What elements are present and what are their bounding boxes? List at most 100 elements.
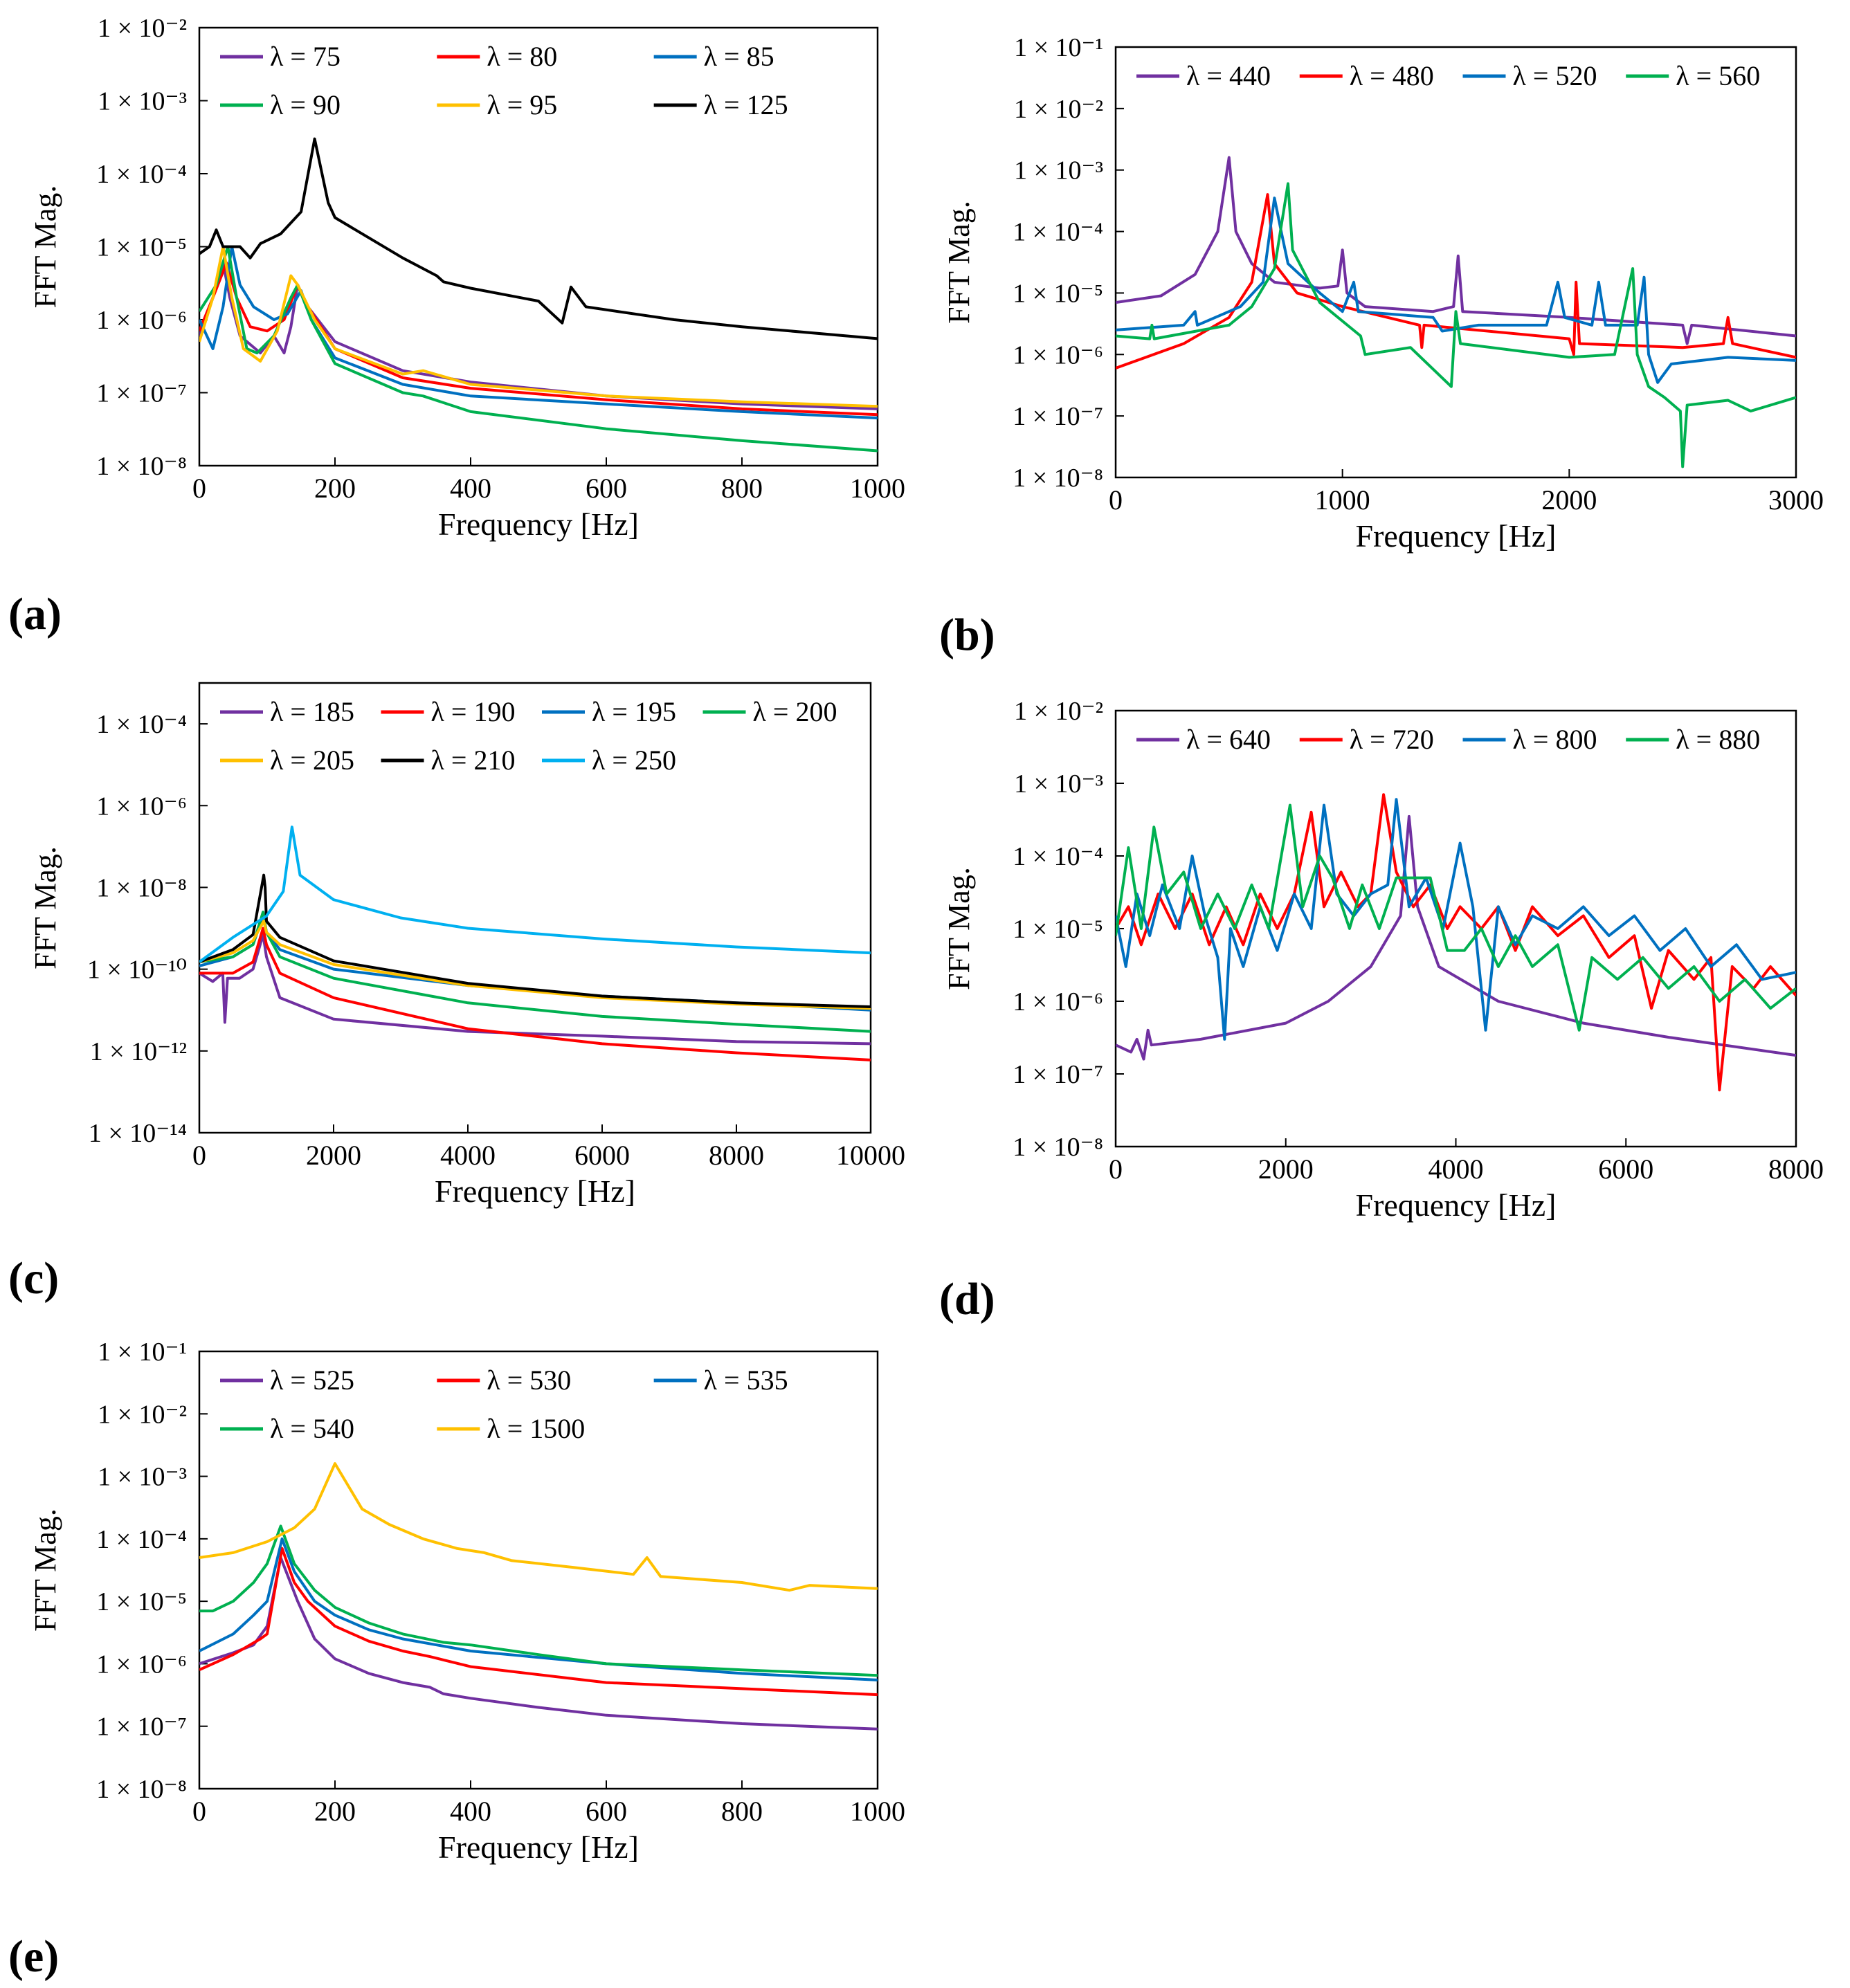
legend-label: λ = 95 (487, 89, 557, 120)
x-tick-label: 0 (192, 1140, 206, 1171)
legend-label: λ = 210 (431, 745, 516, 776)
y-tick-label: 1 × 10⁻¹ (98, 1338, 187, 1367)
y-tick-label: 1 × 10⁻⁵ (1013, 915, 1103, 944)
series-line-b-3 (1116, 182, 1796, 468)
series-line-c-6 (199, 826, 871, 963)
legend-label: λ = 205 (270, 745, 354, 776)
y-tick-label: 1 × 10⁻⁶ (1013, 340, 1103, 370)
y-axis-label: FFT Mag. (942, 867, 976, 990)
y-tick-label: 1 × 10⁻⁵ (1013, 279, 1103, 308)
x-tick-label: 1000 (1315, 484, 1370, 516)
series-line-c-4 (199, 920, 871, 1010)
y-tick-label: 1 × 10⁻⁶ (1013, 987, 1103, 1016)
legend-label: λ = 800 (1513, 724, 1597, 755)
x-axis-label: Frequency [Hz] (1356, 1187, 1557, 1223)
series-line-a-4 (199, 245, 878, 408)
y-tick-label: 1 × 10⁻⁶ (96, 792, 187, 821)
plot-frame (1114, 46, 1797, 479)
panel-label-a: (a) (8, 589, 62, 639)
y-axis-label: FFT Mag. (28, 1508, 62, 1632)
series-line-a-2 (199, 245, 878, 420)
x-tick-label: 600 (586, 473, 627, 504)
x-axis-label: Frequency [Hz] (1356, 518, 1557, 554)
y-tick-label: 1 × 10⁻¹⁰ (87, 956, 187, 985)
x-axis-label: Frequency [Hz] (438, 1830, 639, 1865)
series-line-c-3 (199, 911, 871, 1033)
series-line-d-2 (1116, 798, 1796, 1041)
y-axis-label: FFT Mag. (28, 846, 62, 969)
x-tick-label: 8000 (1768, 1153, 1824, 1185)
y-tick-label: 1 × 10⁻⁸ (1013, 464, 1103, 493)
x-tick-label: 6000 (574, 1140, 630, 1171)
legend-label: λ = 560 (1676, 60, 1760, 91)
legend-label: λ = 440 (1186, 60, 1271, 91)
x-tick-label: 800 (721, 473, 763, 504)
plot-frame (198, 682, 872, 1134)
legend-label: λ = 125 (704, 89, 788, 120)
legend-label: λ = 190 (431, 696, 516, 727)
series-line-d-1 (1116, 793, 1796, 1092)
legend-label: λ = 525 (270, 1365, 354, 1396)
series-line-e-4 (199, 1462, 878, 1592)
x-tick-label: 800 (721, 1796, 763, 1827)
y-tick-label: 1 × 10⁻⁷ (1013, 402, 1103, 431)
legend-label: λ = 880 (1676, 724, 1760, 755)
x-tick-label: 4000 (1429, 1153, 1484, 1185)
x-tick-label: 400 (450, 1796, 491, 1827)
legend-label: λ = 540 (270, 1413, 354, 1444)
y-tick-label: 1 × 10⁻³ (98, 1463, 187, 1492)
y-tick-label: 1 × 10⁻⁶ (96, 1650, 187, 1679)
y-tick-label: 1 × 10⁻⁴ (96, 160, 187, 189)
x-tick-label: 200 (314, 1796, 356, 1827)
series-line-a-1 (199, 261, 878, 417)
chart-c: 0 2000 4000 6000 8000 10000 1 × 10⁻¹⁴ 1 × 10⁻¹²… (28, 682, 905, 1209)
y-tick-label: 1 × 10⁻⁷ (96, 1713, 187, 1742)
y-tick-label: 1 × 10⁻⁷ (96, 379, 187, 408)
x-tick-label: 600 (586, 1796, 627, 1827)
chart-e: 0 200 400 600 800 1000 1 × 10⁻⁸ 1 × 10⁻⁷ 1 × 10⁻… (28, 1338, 905, 1865)
x-axis-label: Frequency [Hz] (438, 507, 639, 542)
x-tick-label: 4000 (440, 1140, 496, 1171)
y-tick-label: 1 × 10⁻⁴ (1013, 842, 1103, 871)
x-tick-label: 400 (450, 473, 491, 504)
y-tick-label: 1 × 10⁻³ (98, 87, 187, 116)
panel-label-b: (b) (939, 610, 995, 660)
chart-d: 0 2000 4000 6000 8000 1 × 10⁻⁸ 1 × 10⁻⁷ 1 × 10⁻… (942, 697, 1824, 1223)
series-line-d-0 (1116, 814, 1796, 1061)
y-tick-label: 1 × 10⁻⁴ (96, 1525, 187, 1554)
x-tick-label: 0 (192, 473, 206, 504)
x-tick-label: 8000 (709, 1140, 764, 1171)
y-tick-label: 1 × 10⁻⁷ (1013, 1060, 1103, 1089)
legend-label: λ = 195 (592, 696, 676, 727)
plot-frame (198, 1350, 879, 1790)
chart-a: 0 200 400 600 800 1000 1 × 10⁻⁸ 1 × 10⁻⁷ 1 × 10⁻… (28, 14, 905, 542)
panel-label-d: (d) (939, 1274, 995, 1324)
y-tick-label: 1 × 10⁻¹⁴ (89, 1119, 187, 1148)
legend-label: λ = 200 (753, 696, 837, 727)
series-line-c-2 (199, 914, 871, 1012)
series-line-d-3 (1116, 803, 1796, 1032)
y-tick-label: 1 × 10⁻¹ (1014, 33, 1103, 62)
y-tick-label: 1 × 10⁻⁸ (96, 873, 187, 902)
series-line-e-0 (199, 1556, 878, 1731)
panel-label-c: (c) (8, 1253, 60, 1304)
y-tick-label: 1 × 10⁻² (1014, 697, 1103, 726)
y-tick-label: 1 × 10⁻² (1014, 95, 1103, 124)
panel-label-e: (e) (8, 1931, 60, 1982)
x-tick-label: 0 (1109, 484, 1123, 516)
y-tick-label: 1 × 10⁻¹² (90, 1037, 187, 1066)
y-axis-label: FFT Mag. (28, 185, 62, 309)
legend-label: λ = 640 (1186, 724, 1271, 755)
series-line-b-2 (1116, 197, 1796, 384)
legend-label: λ = 520 (1513, 60, 1597, 91)
series-line-b-1 (1116, 193, 1796, 370)
x-tick-label: 1000 (850, 1796, 905, 1827)
y-tick-label: 1 × 10⁻⁴ (96, 710, 187, 739)
y-tick-label: 1 × 10⁻⁴ (1013, 218, 1103, 247)
series-line-a-0 (199, 261, 878, 410)
x-tick-label: 3000 (1768, 484, 1824, 516)
x-tick-label: 0 (192, 1796, 206, 1827)
y-tick-label: 1 × 10⁻⁵ (96, 1587, 187, 1616)
y-tick-label: 1 × 10⁻⁵ (96, 233, 187, 262)
